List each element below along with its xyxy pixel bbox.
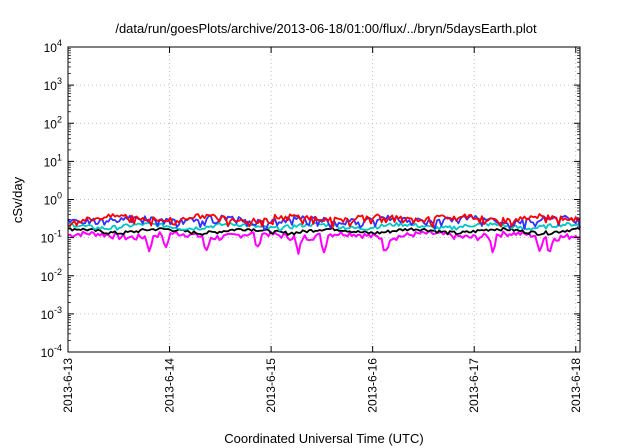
y-axis: 10-4 10-3 10-2 10-1 100 101 102 103 104 [41, 38, 580, 360]
y-tick-label: 10-1 [41, 229, 62, 246]
y-tick-label: 10-3 [41, 305, 62, 322]
y-tick-label: 100 [44, 191, 62, 208]
series-line [67, 221, 581, 232]
y-tick-label: 104 [44, 38, 62, 55]
x-tick-label: 2013-6-14 [163, 358, 177, 413]
x-tick-label: 2013-6-15 [264, 358, 278, 413]
y-tick-label: 10-2 [41, 267, 62, 284]
series-line [67, 226, 581, 236]
y-axis-label: cSv/day [10, 176, 25, 223]
x-axis-label: Coordinated Universal Time (UTC) [224, 431, 423, 446]
x-tick-label: 2013-6-16 [366, 358, 380, 413]
y-tick-label: 102 [44, 114, 62, 131]
x-axis: 2013-6-13 2013-6-14 2013-6-15 2013-6-16 2013… [61, 47, 583, 413]
y-tick-label: 10-4 [41, 343, 62, 360]
chart-title: /data/run/goesPlots/archive/2013-06-18/0… [115, 21, 537, 36]
x-tick-label: 2013-6-17 [467, 358, 481, 413]
x-tick-label: 2013-6-18 [569, 358, 583, 413]
series-group [67, 213, 581, 255]
y-tick-label: 101 [44, 152, 62, 169]
series-line [67, 230, 581, 255]
y-tick-label: 103 [44, 76, 62, 93]
x-tick-label: 2013-6-13 [61, 358, 75, 413]
series-line [67, 213, 581, 229]
grid-lines [68, 47, 580, 352]
